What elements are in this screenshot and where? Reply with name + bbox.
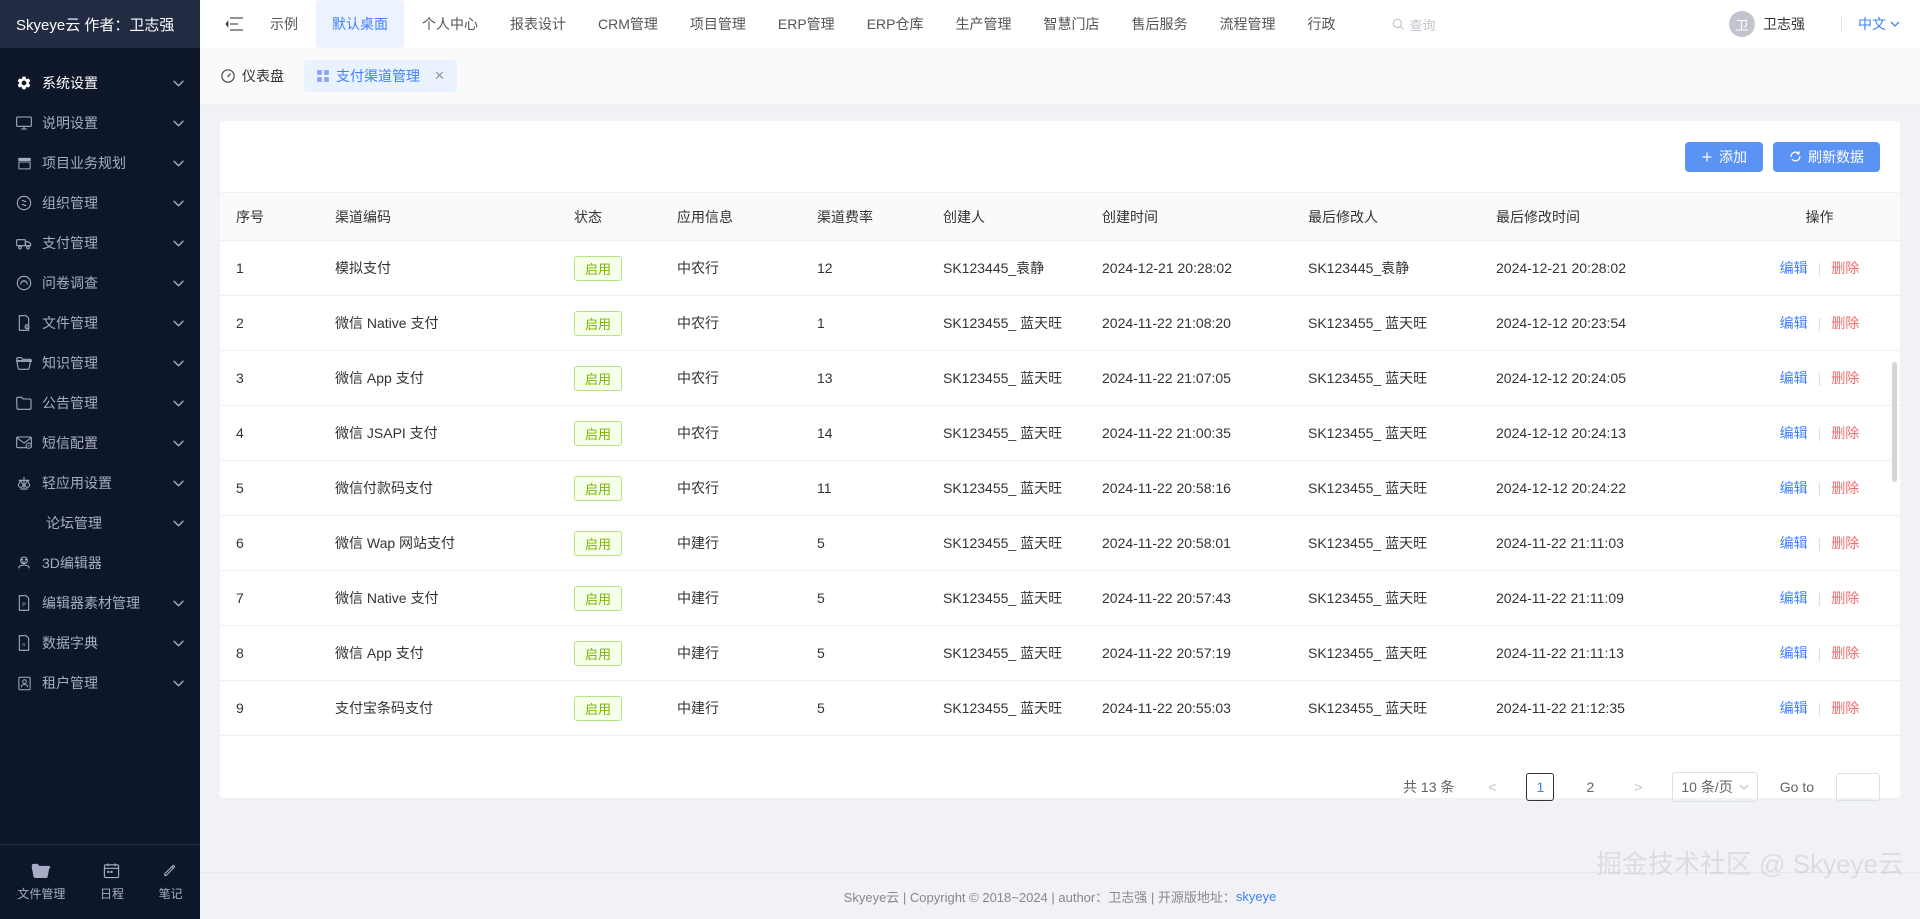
svg-text:P: P	[22, 602, 26, 608]
svg-text:R: R	[22, 642, 26, 647]
